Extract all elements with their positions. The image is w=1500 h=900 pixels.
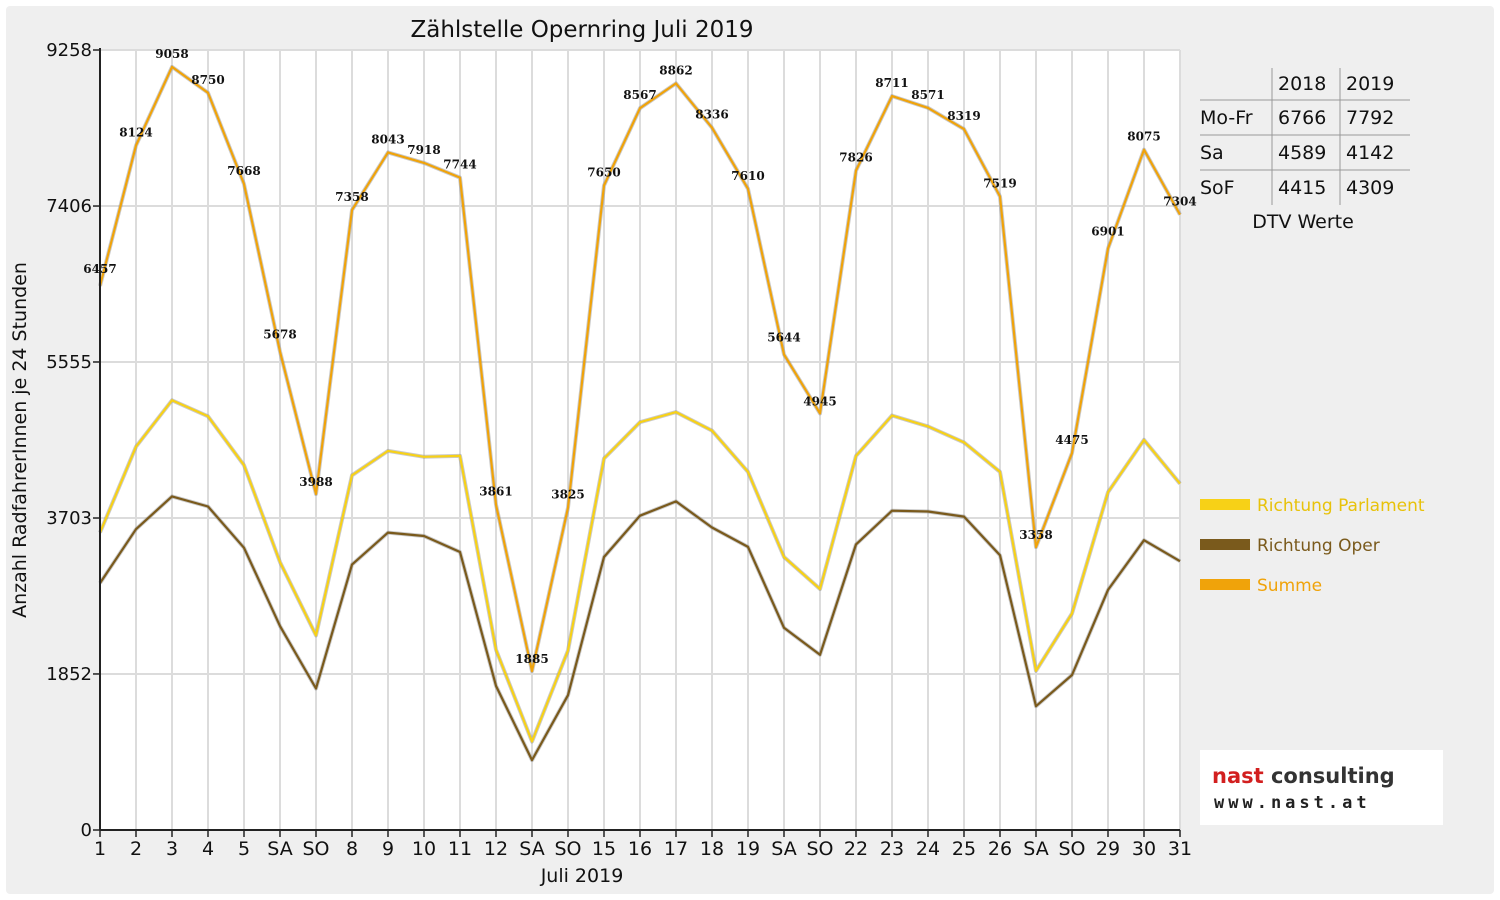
data-label: 3358 [1019,528,1052,542]
x-tick-label: 2 [130,838,142,860]
x-tick-label: 15 [592,838,616,860]
nast-consulting-logo: nast consulting www.nast.at [1200,750,1443,825]
x-tick-label: 1 [94,838,106,860]
data-label: 7650 [587,165,620,179]
x-tick-label: SA [519,838,544,860]
data-label: 8571 [911,88,944,102]
table-header: 2019 [1346,73,1394,95]
y-tick-label: 1852 [46,664,92,685]
x-tick-label: 23 [880,838,904,860]
data-label: 7304 [1163,195,1196,209]
data-label: 6901 [1091,225,1124,239]
x-tick-label: 29 [1096,838,1120,860]
x-tick-label: SO [302,838,329,860]
data-label: 7519 [983,177,1016,191]
x-tick-label: 5 [238,838,250,860]
x-tick-label: 18 [700,838,724,860]
series-line-1 [98,399,1181,743]
data-label: 7826 [839,151,872,165]
table-header: 2018 [1278,73,1326,95]
table-cell: 4589 [1278,142,1326,164]
x-tick-label: 3 [166,838,178,860]
x-tick-label: 9 [382,838,394,860]
dtv-table: 2018 2019 Mo-Fr 6766 7792 Sa 4589 4142 SoF 4415 43… [1200,68,1410,233]
x-tick-label: 25 [952,838,976,860]
x-tick-label: SO [1058,838,1085,860]
data-label: 7918 [407,143,440,157]
data-label: 4945 [803,394,836,408]
legend-swatch [1200,579,1250,590]
y-tick-label: 3703 [46,508,92,529]
data-label: 7744 [443,158,476,172]
data-label: 8075 [1127,130,1160,144]
x-tick-label: 30 [1132,838,1156,860]
legend-label: Richtung Parlament [1257,496,1425,516]
legend-swatch [1200,539,1250,550]
data-label: 3988 [299,475,332,489]
x-tick-label: SA [1023,838,1048,860]
x-tick-label: SO [554,838,581,860]
data-label: 1885 [515,652,548,666]
table-caption: DTV Werte [1252,211,1354,233]
legend-label: Richtung Oper [1257,536,1380,556]
legend-swatch [1200,499,1250,510]
logo-url: www.nast.at [1214,793,1371,813]
data-label: 7610 [731,169,764,183]
x-tick-label: 17 [664,838,688,860]
logo-word-nast: nast [1212,764,1264,788]
data-label: 8124 [119,126,152,140]
data-label: 3861 [479,485,512,499]
data-label: 3825 [551,488,584,502]
legend: Richtung Parlament Richtung Oper Summe [1200,496,1425,596]
x-tick-label: SA [267,838,292,860]
series-line-3 [98,65,1181,673]
data-label: 4475 [1055,433,1088,447]
x-tick-label: 26 [988,838,1012,860]
data-label: 8319 [947,109,980,123]
x-tick-label: 4 [202,838,214,860]
series-line-2 [99,495,1181,762]
x-tick-label: 22 [844,838,868,860]
table-row-label: Mo-Fr [1200,107,1253,129]
x-tick-label: 10 [412,838,436,860]
data-label: 8711 [875,76,908,90]
chart-title: Zählstelle Opernring Juli 2019 [410,17,753,43]
y-tick-label: 0 [81,820,92,841]
data-label: 8567 [623,88,656,102]
x-tick-label: 16 [628,838,652,860]
data-label: 7358 [335,190,368,204]
svg-text:nast consulting: nast consulting [1212,764,1395,788]
data-label: 9058 [155,47,188,61]
x-tick-label: SO [806,838,833,860]
x-tick-label: 19 [736,838,760,860]
legend-label: Summe [1257,576,1322,596]
table-cell: 7792 [1346,107,1394,129]
x-tick-label: 8 [346,838,358,860]
x-tick-label: 31 [1168,838,1192,860]
data-label: 7668 [227,164,260,178]
x-tick-label: 11 [448,838,472,860]
x-tick-label: 24 [916,838,940,860]
y-axis-label: Anzahl RadfahrerInnen je 24 Stunden [9,262,31,618]
table-row-label: Sa [1200,142,1224,164]
x-tick-label: 12 [484,838,508,860]
data-label: 5678 [263,328,296,342]
data-label: 8862 [659,63,692,77]
data-label: 8043 [371,132,404,146]
logo-word-consulting: consulting [1264,764,1395,788]
table-cell: 4142 [1346,142,1394,164]
table-cell: 4309 [1346,177,1394,199]
y-tick-label: 5555 [46,352,92,373]
y-tick-label: 9258 [46,40,92,61]
x-tick-label: SA [771,838,796,860]
data-label: 8336 [695,108,728,122]
x-axis-label: Juli 2019 [540,865,624,887]
data-label: 8750 [191,73,224,87]
y-tick-label: 7406 [46,196,92,217]
data-label: 5644 [767,330,800,344]
table-row-label: SoF [1200,177,1235,199]
table-cell: 4415 [1278,177,1326,199]
table-cell: 6766 [1278,107,1326,129]
